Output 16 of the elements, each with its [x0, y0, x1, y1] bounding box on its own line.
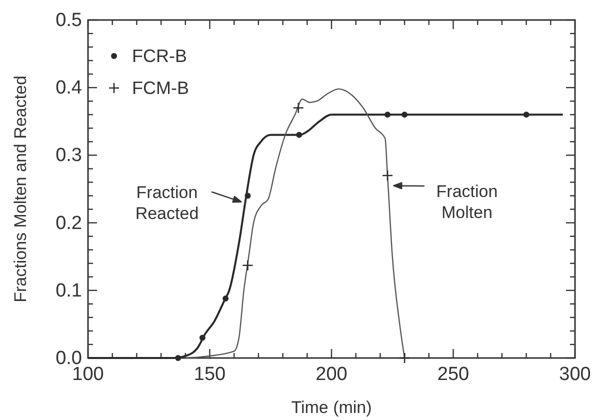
x-tick-label: 200: [316, 364, 348, 385]
annotation: Fraction Molten: [436, 182, 498, 222]
x-tick-label: 150: [194, 364, 226, 385]
x-tick-label: 300: [559, 364, 591, 385]
y-axis-title: Fractions Molten and Reacted: [11, 76, 30, 302]
annotation: Fraction Reacted: [135, 183, 199, 223]
legend-label: FCM-B: [132, 78, 189, 98]
y-tick-label: 0.5: [56, 10, 82, 31]
y-tick-label: 0.3: [56, 145, 82, 166]
y-tick-label: 0.4: [56, 78, 82, 99]
x-tick-label: 100: [72, 364, 104, 385]
y-tick-label: 0.2: [56, 212, 82, 234]
legend-label: FCR-B: [132, 46, 187, 66]
y-tick-label: 0.1: [56, 280, 82, 302]
x-tick-label: 250: [437, 364, 470, 385]
x-axis-title: Time (min): [291, 398, 372, 417]
